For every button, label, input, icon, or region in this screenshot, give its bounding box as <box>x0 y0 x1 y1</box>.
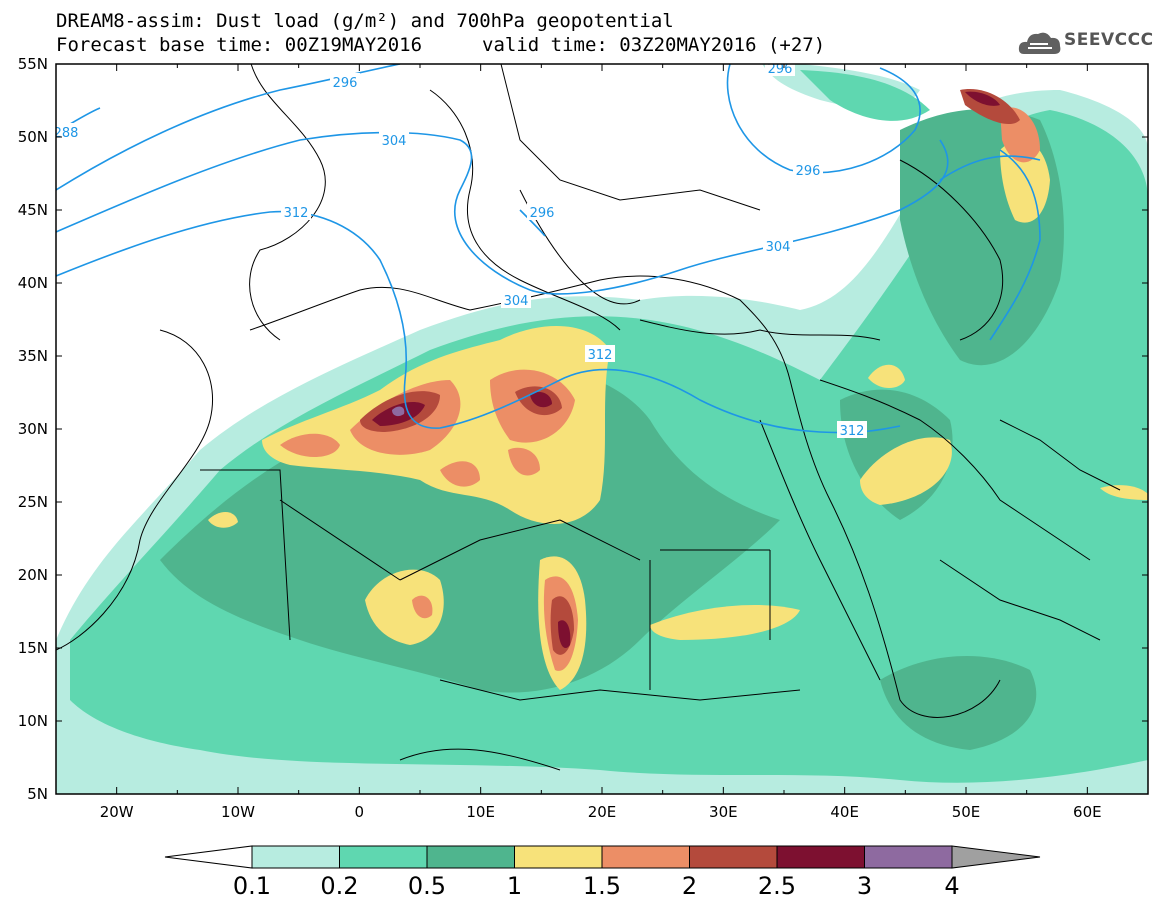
contour-labels: 288 296 296 296 304 304 304 312 312 312 296 <box>54 62 867 439</box>
valid-time: valid time: 03Z20MAY2016 (+27) <box>482 34 826 56</box>
contour-label: 296 <box>530 206 555 221</box>
lon-label: 10E <box>466 803 495 821</box>
contour-label-bg <box>281 203 311 220</box>
geopotential-contours <box>56 64 1041 434</box>
colorbar-segment <box>776 845 865 869</box>
contour-label: 296 <box>768 62 793 77</box>
lon-label: 30E <box>709 803 738 821</box>
colorbar-segment <box>689 845 778 869</box>
colorbar-segment <box>339 845 428 869</box>
lat-label: 45N <box>17 201 48 219</box>
colorbar-segment <box>864 845 953 869</box>
contour-label-bg <box>585 345 615 362</box>
contour-label-bg <box>763 237 793 254</box>
legend-label: 0.2 <box>320 872 359 900</box>
logo-text: SEEVCCC <box>1064 30 1154 50</box>
contour-label: 312 <box>588 348 613 363</box>
lat-label: 10N <box>17 712 48 730</box>
lat-label: 40N <box>17 274 48 292</box>
map-title: DREAM8-assim: Dust load (g/m²) and 700hP… <box>56 10 674 32</box>
cloud-logo-icon <box>1018 32 1061 54</box>
contour-label: 312 <box>840 424 865 439</box>
lon-label: 50E <box>951 803 981 821</box>
colorbar-segment <box>251 845 340 869</box>
lon-label: 20W <box>99 803 134 821</box>
lon-label: 40E <box>830 803 859 821</box>
lat-label: 50N <box>17 128 48 146</box>
contour-label: 296 <box>333 76 358 91</box>
forecast-base-time: Forecast base time: 00Z19MAY2016 <box>56 34 423 56</box>
colorbar-segment <box>426 845 515 869</box>
lat-label: 20N <box>17 566 48 584</box>
lon-label: 60E <box>1073 803 1102 821</box>
legend-label: 1 <box>506 872 523 900</box>
lat-label: 30N <box>17 420 48 438</box>
contour-label-bg <box>527 203 557 220</box>
legend-label: 2 <box>681 872 698 900</box>
colorbar-high-arrow <box>951 845 1041 869</box>
lat-label: 5N <box>27 785 48 803</box>
lon-label: 0 <box>354 803 365 821</box>
lat-label: 25N <box>17 493 48 511</box>
legend-label: 1.5 <box>582 872 622 900</box>
contour-label-bg <box>765 64 795 76</box>
legend-label: 4 <box>944 872 960 900</box>
country-borders <box>56 64 1121 771</box>
legend-label: 0.5 <box>407 872 447 900</box>
colorbar-low-arrow <box>164 845 253 869</box>
legend-label: 3 <box>856 872 873 900</box>
legend-label: 2.5 <box>757 872 797 900</box>
contour-label-bg <box>837 421 867 438</box>
contour-label: 304 <box>766 240 791 255</box>
contour-label: 288 <box>54 126 79 141</box>
contour-label: 312 <box>284 206 309 221</box>
colorbar <box>164 845 1041 869</box>
contour-label: 304 <box>382 134 407 149</box>
dust-layer-3 <box>392 406 405 417</box>
lon-label: 20E <box>587 803 617 821</box>
contour-label-bg <box>793 161 823 178</box>
contour-label: 296 <box>796 164 821 179</box>
lon-label: 10W <box>221 803 255 821</box>
axis-ticks <box>56 63 1149 795</box>
contour-label-bg <box>379 131 409 148</box>
colorbar-segment <box>601 845 690 869</box>
colorbar-segment <box>514 845 603 869</box>
contour-label-bg <box>501 291 531 308</box>
contour-label-bg <box>330 73 360 90</box>
lat-label: 35N <box>17 347 48 365</box>
contour-label: 304 <box>504 294 529 309</box>
lat-label: 15N <box>17 639 48 657</box>
legend-label: 0.1 <box>232 872 272 900</box>
contour-label-bg <box>56 123 81 140</box>
lat-label: 55N <box>17 55 48 73</box>
